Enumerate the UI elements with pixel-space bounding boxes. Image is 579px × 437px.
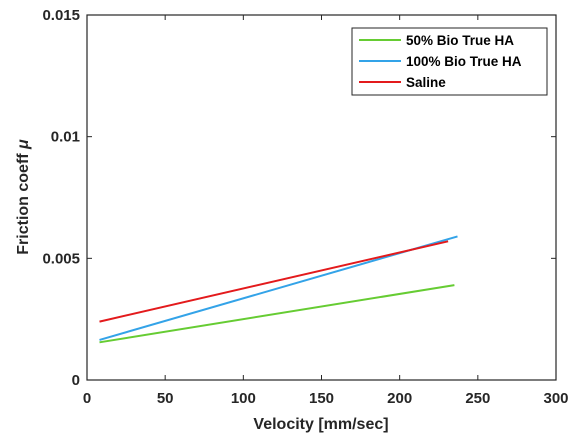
y-tick-label: 0.005 (42, 250, 80, 267)
x-tick-label: 50 (157, 390, 174, 407)
x-tick-label: 250 (465, 390, 490, 407)
series-layer (99, 235, 458, 344)
x-tick-label: 300 (543, 390, 568, 407)
legend-entries: 50% Bio True HA 100% Bio True HA Saline (359, 33, 522, 90)
y-tick-label: 0.01 (51, 129, 80, 146)
x-tick-label: 100 (231, 390, 256, 407)
y-tick-label: 0 (72, 372, 80, 389)
legend-label-2: 100% Bio True HA (406, 54, 522, 69)
series-line-3 (99, 240, 449, 323)
legend: 50% Bio True HA 100% Bio True HA Saline (351, 27, 548, 96)
legend-label-3: Saline (406, 75, 446, 90)
x-tick-label: 150 (309, 390, 334, 407)
x-axis-label: Velocity [mm/sec] (253, 416, 388, 433)
y-axis-label: Friction coeff μ (15, 139, 32, 255)
x-tick-label: 200 (387, 390, 412, 407)
y-axis-label-symbol: μ (15, 139, 32, 150)
legend-label-1: 50% Bio True HA (406, 33, 514, 48)
x-tick-label: 0 (83, 390, 91, 407)
ticks-layer: 0 50 100 150 200 250 300 0 0.005 0.01 0.015 (42, 7, 568, 407)
y-tick-label: 0.015 (42, 7, 80, 24)
series-line-1 (99, 284, 455, 344)
